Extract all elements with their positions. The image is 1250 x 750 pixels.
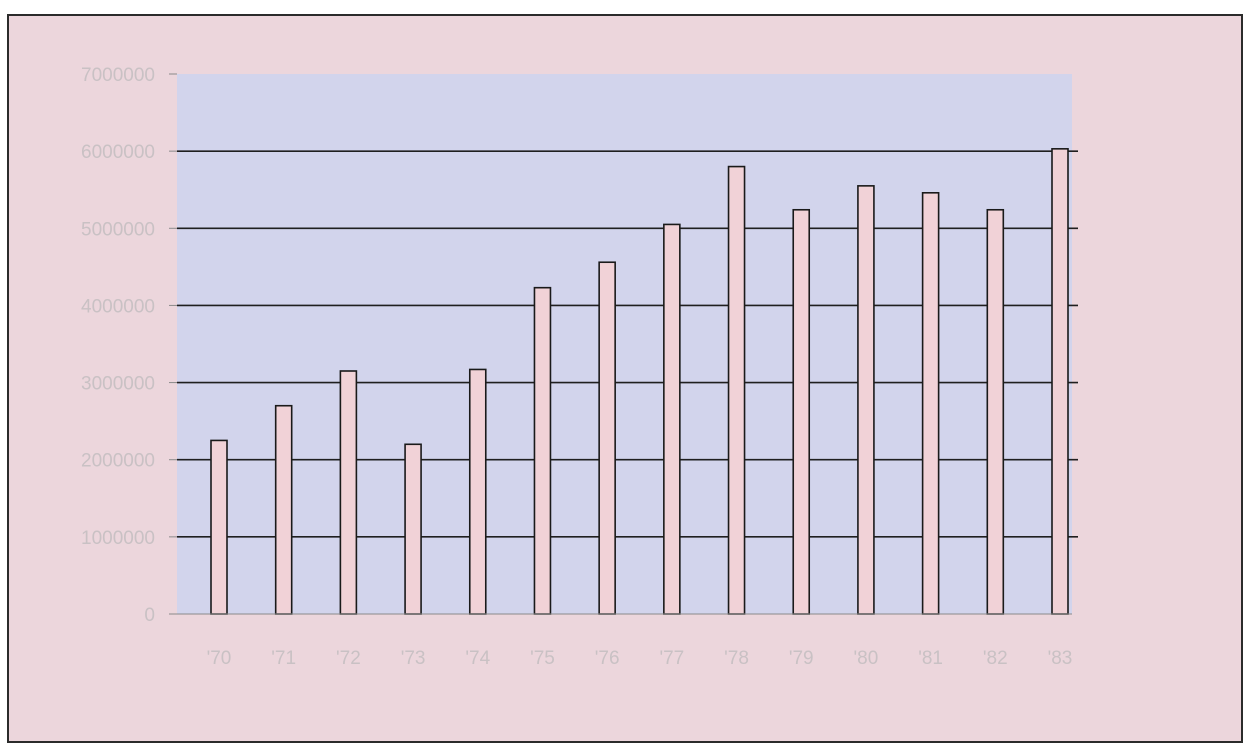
x-tick-label: '79 — [789, 648, 814, 669]
bar — [533, 286, 552, 615]
bar — [1051, 148, 1069, 615]
x-tick-label: '74 — [465, 648, 490, 669]
x-tick-label: '81 — [918, 648, 943, 669]
y-tick-label: 4000000 — [81, 296, 155, 317]
x-tick-label: '77 — [659, 648, 684, 669]
y-tick-label: 5000000 — [81, 219, 155, 240]
x-tick-label: '80 — [854, 648, 879, 669]
y-tick-label: 0 — [144, 605, 155, 626]
bar — [792, 208, 811, 615]
bar — [727, 165, 746, 615]
bar — [274, 404, 293, 615]
chart-frame: 0 1000000 2000000 3000000 4000000 5000000 6000… — [7, 14, 1243, 743]
bar-chart: 0 1000000 2000000 3000000 4000000 5000000 6000… — [81, 65, 1078, 669]
bar — [921, 192, 940, 615]
bar — [210, 439, 228, 615]
y-tick-label: 3000000 — [81, 374, 155, 395]
x-tick-label: '82 — [983, 648, 1008, 669]
y-tick-label: 7000000 — [81, 65, 155, 86]
bar — [339, 370, 358, 615]
bar — [404, 443, 422, 615]
x-tick-label: '70 — [207, 648, 232, 669]
x-tick-label: '83 — [1048, 648, 1073, 669]
bar — [986, 208, 1005, 615]
bar — [663, 223, 681, 615]
y-tick-label: 2000000 — [81, 451, 155, 472]
x-tick-label: '72 — [336, 648, 361, 669]
x-tick-label: '73 — [401, 648, 426, 669]
y-tick-label: 6000000 — [81, 142, 155, 163]
x-tick-label: '71 — [271, 648, 296, 669]
x-tick-label: '75 — [530, 648, 555, 669]
bar — [598, 261, 616, 615]
bar — [857, 185, 875, 615]
y-tick-label: 1000000 — [81, 528, 155, 549]
bar — [468, 368, 487, 615]
x-tick-label: '78 — [724, 648, 749, 669]
x-tick-label: '76 — [595, 648, 620, 669]
